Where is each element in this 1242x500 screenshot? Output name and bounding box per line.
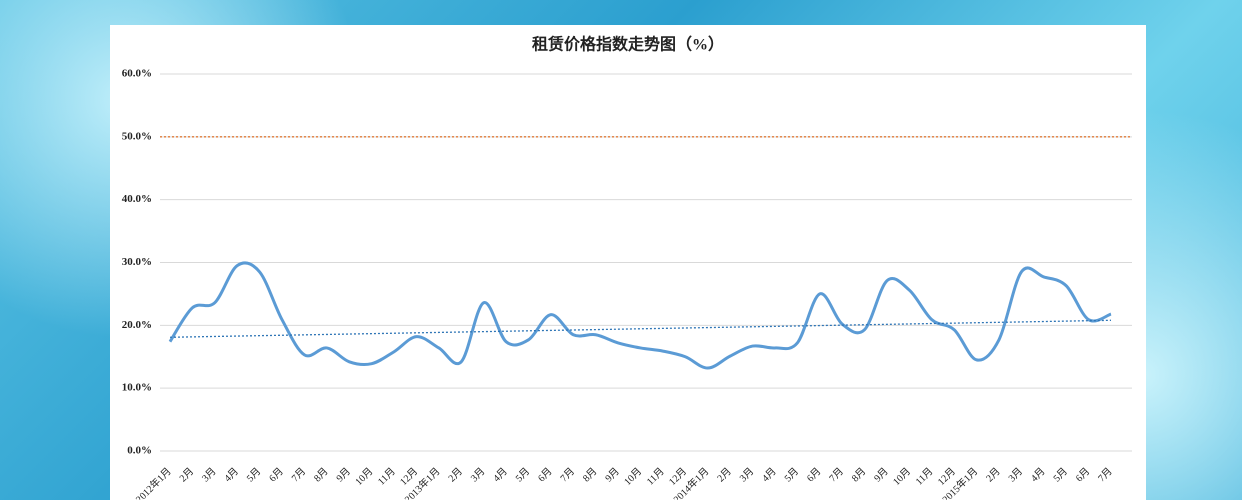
trend-line (169, 319, 1112, 338)
y-tick-label: 10.0% (122, 382, 152, 394)
series-line (168, 261, 1112, 370)
y-tick-label: 50.0% (122, 130, 152, 142)
y-tick-label: 60.0% (122, 68, 152, 80)
y-tick-label: 30.0% (122, 256, 152, 268)
y-tick-label: 0.0% (127, 445, 152, 457)
chart-title: 租赁价格指数走势图（%） (532, 35, 724, 54)
y-tick-label: 20.0% (122, 319, 152, 331)
y-tick-label: 40.0% (122, 193, 152, 205)
